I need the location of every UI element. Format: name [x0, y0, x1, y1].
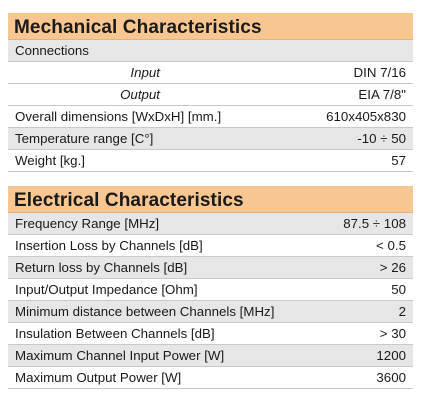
spec-label: Weight [kg.]	[15, 153, 85, 168]
spec-value: 610x405x830	[326, 109, 406, 124]
spec-label: Overall dimensions [WxDxH] [mm.]	[15, 109, 222, 124]
spec-value: 57	[391, 153, 406, 168]
spec-value: > 30	[379, 326, 406, 341]
spec-row-min-channel-distance: Minimum distance between Channels [MHz] …	[8, 301, 413, 323]
spec-row-frequency-range: Frequency Range [MHz] 87.5 ÷ 108	[8, 213, 413, 235]
mechanical-section-title: Mechanical Characteristics	[8, 13, 413, 40]
spec-label: Insertion Loss by Channels [dB]	[15, 238, 203, 253]
spec-label: Maximum Channel Input Power [W]	[15, 348, 225, 363]
spec-row-max-output-power: Maximum Output Power [W] 3600	[8, 367, 413, 389]
spec-row-return-loss: Return loss by Channels [dB] > 26	[8, 257, 413, 279]
spec-value: DIN 7/16	[353, 65, 406, 80]
spec-value: 3600	[376, 370, 406, 385]
spec-value: 1200	[376, 348, 406, 363]
spec-row-overall-dimensions: Overall dimensions [WxDxH] [mm.] 610x405…	[8, 106, 413, 128]
spec-row-max-channel-input-power: Maximum Channel Input Power [W] 1200	[8, 345, 413, 367]
spec-value: 50	[391, 282, 406, 297]
spec-value: < 0.5	[376, 238, 406, 253]
spec-row-weight: Weight [kg.] 57	[8, 150, 413, 172]
spec-row-insulation: Insulation Between Channels [dB] > 30	[8, 323, 413, 345]
section-spacer	[8, 172, 413, 186]
electrical-section-title: Electrical Characteristics	[8, 186, 413, 213]
spec-label: Output	[120, 87, 160, 102]
spec-value: -10 ÷ 50	[357, 131, 406, 146]
spec-value: > 26	[379, 260, 406, 275]
spec-row-insertion-loss: Insertion Loss by Channels [dB] < 0.5	[8, 235, 413, 257]
spec-row-connections: Connections	[8, 40, 413, 62]
spec-value: 2	[398, 304, 406, 319]
spec-row-impedance: Input/Output Impedance [Ohm] 50	[8, 279, 413, 301]
spec-label: Maximum Output Power [W]	[15, 370, 182, 385]
spec-label: Input/Output Impedance [Ohm]	[15, 282, 198, 297]
spec-label: Connections	[15, 43, 89, 58]
spec-label: Frequency Range [MHz]	[15, 216, 160, 231]
spec-row-input: Input DIN 7/16	[8, 62, 413, 84]
spec-row-temperature-range: Temperature range [C°] -10 ÷ 50	[8, 128, 413, 150]
spec-label: Temperature range [C°]	[15, 131, 154, 146]
spec-label: Return loss by Channels [dB]	[15, 260, 188, 275]
spec-label: Minimum distance between Channels [MHz]	[15, 304, 275, 319]
spec-row-output: Output EIA 7/8"	[8, 84, 413, 106]
spec-label: Input	[130, 65, 160, 80]
spec-value: 87.5 ÷ 108	[343, 216, 406, 231]
spec-label: Insulation Between Channels [dB]	[15, 326, 215, 341]
spec-sheet: Mechanical Characteristics Connections I…	[8, 13, 413, 389]
spec-value: EIA 7/8"	[358, 87, 406, 102]
